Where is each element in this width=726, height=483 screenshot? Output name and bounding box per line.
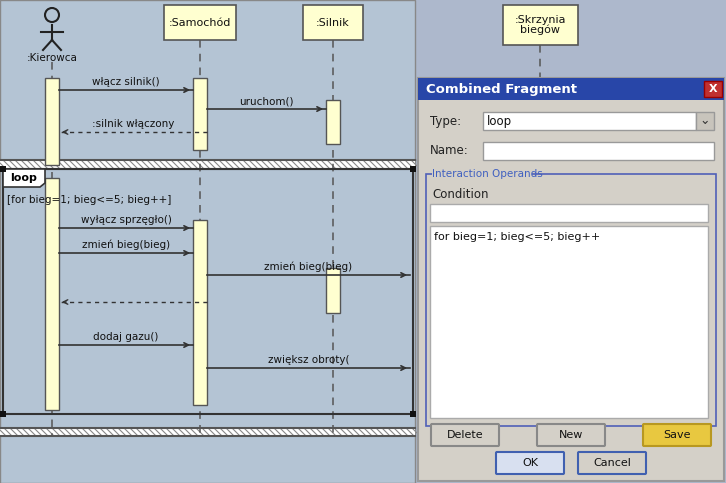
Bar	[164, 5, 236, 40]
Bar	[483, 112, 696, 130]
Bar	[430, 204, 708, 222]
Text: Condition: Condition	[432, 188, 489, 201]
Bar	[430, 226, 708, 418]
Bar	[0, 411, 6, 417]
Text: :silnik włączony: :silnik włączony	[91, 119, 174, 129]
Bar	[0, 166, 6, 172]
Text: for bieg=1; bieg<=5; bieg++: for bieg=1; bieg<=5; bieg++	[434, 232, 600, 242]
Text: zmień bieg(bieg): zmień bieg(bieg)	[82, 240, 170, 250]
FancyBboxPatch shape	[431, 424, 499, 446]
Bar	[418, 78, 724, 481]
Text: Delete: Delete	[446, 430, 484, 440]
Text: X: X	[709, 84, 717, 94]
Text: biegów: biegów	[520, 25, 560, 35]
Bar	[326, 100, 340, 144]
Bar	[193, 78, 207, 150]
Text: uruchom(): uruchom()	[240, 96, 294, 106]
Bar	[193, 220, 207, 405]
Bar	[45, 178, 59, 410]
Bar	[696, 112, 714, 130]
Text: :Samochód: :Samochód	[169, 17, 231, 28]
Bar	[45, 78, 59, 165]
Bar	[704, 81, 722, 97]
Bar	[0, 160, 415, 169]
Text: :Silnik: :Silnik	[316, 17, 350, 28]
Text: zmień bieg(bieg): zmień bieg(bieg)	[264, 261, 353, 272]
Text: [for bieg=1; bieg<=5; bieg++]: [for bieg=1; bieg<=5; bieg++]	[7, 195, 171, 205]
FancyBboxPatch shape	[496, 452, 564, 474]
Bar	[0, 0, 415, 483]
Text: Combined Fragment: Combined Fragment	[426, 83, 577, 96]
Bar	[303, 5, 363, 40]
Text: OK: OK	[522, 458, 538, 468]
Text: :Skrzynia: :Skrzynia	[514, 15, 566, 25]
Text: wyłącz sprzęgło(): wyłącz sprzęgło()	[81, 215, 171, 225]
Bar	[410, 166, 416, 172]
FancyBboxPatch shape	[537, 424, 605, 446]
Text: ⌄: ⌄	[700, 114, 710, 128]
Bar	[503, 5, 578, 45]
Text: Save: Save	[664, 430, 690, 440]
Bar	[410, 411, 416, 417]
Text: :Kierowca: :Kierowca	[27, 53, 78, 63]
Text: Name:: Name:	[430, 144, 469, 157]
Bar	[0, 428, 415, 436]
Bar	[3, 169, 413, 414]
Text: New: New	[559, 430, 583, 440]
Text: Interaction Operands: Interaction Operands	[432, 169, 543, 179]
Text: Cancel: Cancel	[593, 458, 631, 468]
Bar	[426, 174, 716, 426]
Text: zwiększ obroty(: zwiększ obroty(	[268, 355, 349, 365]
FancyBboxPatch shape	[643, 424, 711, 446]
Text: loop: loop	[11, 173, 38, 183]
Bar	[418, 78, 724, 100]
Text: włącz silnik(): włącz silnik()	[92, 77, 160, 87]
Text: Type:: Type:	[430, 114, 461, 128]
Polygon shape	[3, 169, 45, 187]
Text: loop: loop	[487, 114, 512, 128]
Bar	[483, 142, 714, 160]
Bar	[326, 268, 340, 313]
Text: dodaj gazu(): dodaj gazu()	[94, 332, 159, 342]
Bar	[432, 168, 532, 180]
FancyBboxPatch shape	[578, 452, 646, 474]
